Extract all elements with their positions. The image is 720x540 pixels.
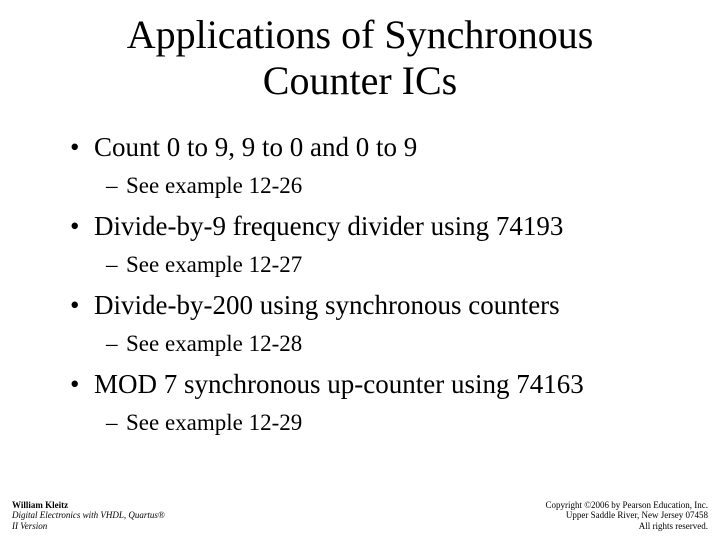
sub-bullet-text: See example 12-29 [126,410,302,435]
sub-bullet-text: See example 12-27 [126,252,302,277]
footer-author: William Kleitz [12,500,165,511]
title-line-2: Counter ICs [263,58,457,103]
footer-right: Copyright ©2006 by Pearson Education, In… [545,500,708,532]
bullet-item: Divide-by-200 using synchronous counters [70,288,720,323]
bullet-text: Divide-by-200 using synchronous counters [94,290,560,320]
bullet-item: MOD 7 synchronous up-counter using 74163 [70,367,720,402]
sub-bullet-text: See example 12-28 [126,331,302,356]
slide-footer: William Kleitz Digital Electronics with … [0,500,720,532]
footer-left: William Kleitz Digital Electronics with … [12,500,165,532]
bullet-text: Divide-by-9 frequency divider using 7419… [94,211,563,241]
footer-version: II Version [12,521,165,532]
footer-rights: All rights reserved. [545,521,708,532]
footer-address: Upper Saddle River, New Jersey 07458 [545,510,708,521]
sub-bullet-item: See example 12-26 [106,171,720,201]
bullet-text: MOD 7 synchronous up-counter using 74163 [94,369,584,399]
bullet-text: Count 0 to 9, 9 to 0 and 0 to 9 [94,132,417,162]
sub-bullet-item: See example 12-27 [106,250,720,280]
sub-bullet-item: See example 12-29 [106,408,720,438]
title-line-1: Applications of Synchronous [127,12,594,57]
bullet-item: Divide-by-9 frequency divider using 7419… [70,209,720,244]
footer-copyright: Copyright ©2006 by Pearson Education, In… [545,500,708,511]
footer-book: Digital Electronics with VHDL, Quartus® [12,510,165,521]
slide-title: Applications of Synchronous Counter ICs [0,0,720,104]
sub-bullet-text: See example 12-26 [126,173,302,198]
sub-bullet-item: See example 12-28 [106,329,720,359]
bullet-item: Count 0 to 9, 9 to 0 and 0 to 9 [70,130,720,165]
slide-content: Count 0 to 9, 9 to 0 and 0 to 9 See exam… [0,104,720,438]
